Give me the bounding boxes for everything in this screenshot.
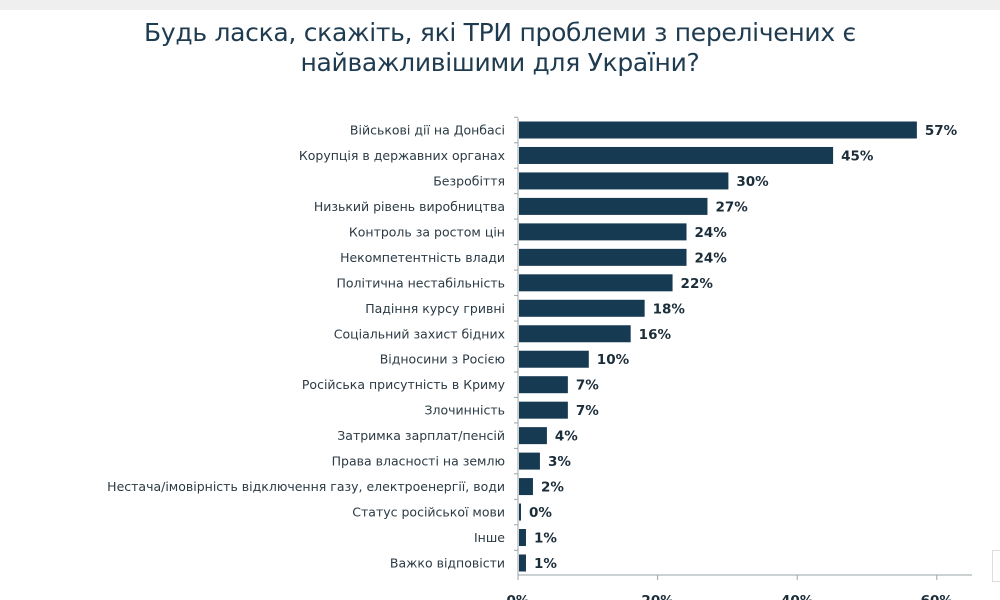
category-label: Військові дії на Донбасі — [350, 123, 505, 138]
x-tick-label: 40% — [781, 593, 814, 600]
x-tick-label: 0% — [507, 593, 530, 600]
value-label: 24% — [695, 250, 728, 266]
value-label: 22% — [681, 276, 714, 292]
chart-title: Будь ласка, скажіть, які ТРИ проблеми з … — [0, 18, 1000, 78]
bar — [519, 172, 729, 190]
value-label: 1% — [534, 556, 557, 572]
category-label: Права власності на землю — [332, 454, 505, 469]
chart-title-line-1: Будь ласка, скажіть, які ТРИ проблеми з … — [144, 18, 856, 47]
category-label: Політична нестабільність — [337, 275, 506, 290]
bar — [519, 274, 673, 292]
value-label: 30% — [736, 174, 769, 190]
category-label: Інше — [474, 530, 505, 545]
category-label: Відносини з Росією — [380, 352, 505, 367]
value-label: 1% — [534, 531, 557, 547]
bar — [519, 554, 526, 572]
bar — [519, 325, 631, 343]
value-label: 27% — [715, 199, 748, 215]
bar — [519, 529, 526, 547]
category-label: Падіння курсу гривні — [365, 301, 505, 316]
bar — [519, 478, 533, 496]
category-label: Безробіття — [433, 173, 505, 188]
value-label: 45% — [841, 148, 874, 164]
bar — [519, 146, 834, 164]
category-label: Злочинність — [425, 403, 506, 418]
bar — [519, 503, 521, 521]
bar — [519, 376, 568, 394]
bar — [519, 350, 589, 368]
value-label: 3% — [548, 454, 571, 470]
x-tick-label: 20% — [641, 593, 674, 600]
value-label: 4% — [555, 429, 578, 445]
bar — [519, 452, 540, 470]
category-label: Контроль за ростом цін — [349, 224, 505, 239]
top-strip — [0, 0, 1000, 10]
category-label: Корупція в державних органах — [299, 148, 505, 163]
category-label: Статус російської мови — [352, 505, 505, 520]
x-tick-label: 60% — [921, 593, 954, 600]
category-label: Некомпетентність влади — [340, 250, 505, 265]
category-label: Важко відповісти — [390, 555, 505, 570]
bar — [519, 223, 687, 241]
bar — [519, 299, 645, 317]
bar — [519, 248, 687, 266]
value-label: 2% — [541, 480, 564, 496]
value-label: 24% — [695, 225, 728, 241]
value-label: 0% — [529, 505, 552, 521]
category-label: Соціальний захист бідних — [334, 326, 505, 341]
bar — [519, 121, 917, 139]
value-label: 7% — [576, 403, 599, 419]
bar — [519, 427, 547, 445]
chart-title-line-2: найважливішими для України? — [300, 48, 700, 77]
category-label: Нестача/імовірність відключення газу, ел… — [107, 479, 505, 494]
value-label: 7% — [576, 378, 599, 394]
category-label: Російська присутність в Криму — [302, 377, 506, 392]
value-label: 57% — [925, 123, 958, 139]
value-label: 16% — [639, 327, 672, 343]
value-label: 18% — [653, 301, 686, 317]
value-label: 10% — [597, 352, 630, 368]
bar — [519, 401, 568, 419]
bar — [519, 197, 708, 215]
category-label: Низький рівень виробництва — [314, 199, 505, 214]
category-label: Затримка зарплат/пенсій — [337, 428, 505, 443]
scroll-handle — [992, 550, 1000, 582]
